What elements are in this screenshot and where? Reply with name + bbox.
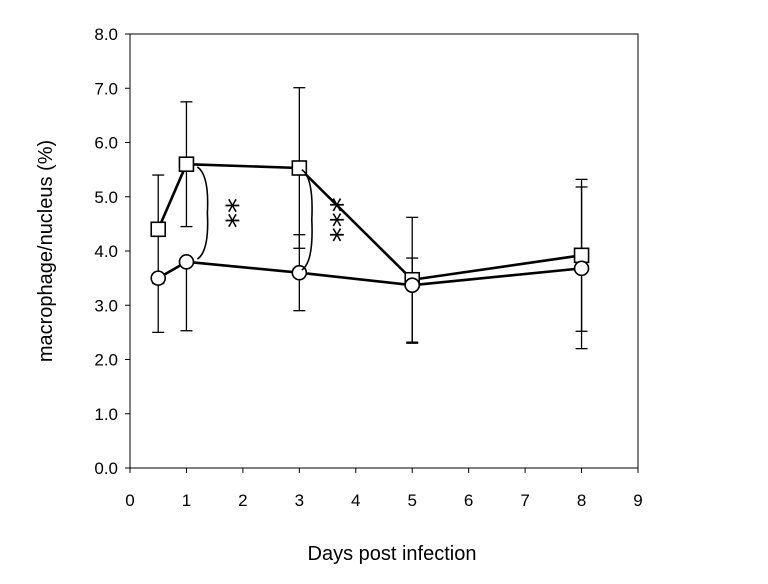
x-tick-label: 4	[351, 491, 360, 510]
x-tick-label: 8	[577, 491, 586, 510]
x-tick-label: 2	[238, 491, 247, 510]
y-axis-label: macrophage/nucleus (%)	[35, 140, 57, 362]
significance-bracket	[196, 166, 209, 260]
x-tick-label: 7	[520, 491, 529, 510]
circle-data-point	[178, 254, 195, 270]
series-markers	[150, 156, 590, 293]
x-tick-label: 6	[464, 491, 473, 510]
significance-stars: **	[209, 198, 244, 228]
circle-data-point	[404, 277, 421, 293]
y-tick-label: 4.0	[94, 242, 118, 261]
x-tick-label: 1	[182, 491, 191, 510]
square-data-point	[178, 156, 195, 172]
axis-ticks: 0 1 2 3 4 5 6 7 8 9 0.0 1.0 2.0 3.0 4.0 5.0 6.0 7.0 8.0	[94, 25, 642, 510]
y-tick-label: 6.0	[94, 134, 118, 153]
y-tick-label: 8.0	[94, 25, 118, 44]
y-tick-label: 3.0	[94, 296, 118, 315]
square-data-point	[291, 160, 308, 176]
significance-stars: ***	[313, 197, 348, 242]
significance-annotations: ** ***	[196, 166, 348, 271]
error-bars	[152, 87, 588, 350]
y-tick-label: 0.0	[94, 459, 118, 478]
square-data-point	[150, 221, 167, 238]
y-tick-label: 5.0	[94, 188, 118, 207]
circle-data-point	[150, 270, 167, 286]
x-tick-label: 9	[633, 491, 642, 510]
x-tick-label: 3	[295, 491, 304, 510]
x-tick-label: 5	[407, 491, 416, 510]
y-tick-label: 2.0	[94, 351, 118, 370]
x-tick-label: 0	[125, 491, 134, 510]
y-tick-label: 7.0	[94, 79, 118, 98]
y-tick-label: 1.0	[94, 405, 118, 424]
x-axis-label: Days post infection	[308, 543, 477, 565]
significance-bracket	[301, 168, 313, 271]
circle-data-point	[573, 260, 590, 277]
square-data-point	[573, 247, 590, 264]
